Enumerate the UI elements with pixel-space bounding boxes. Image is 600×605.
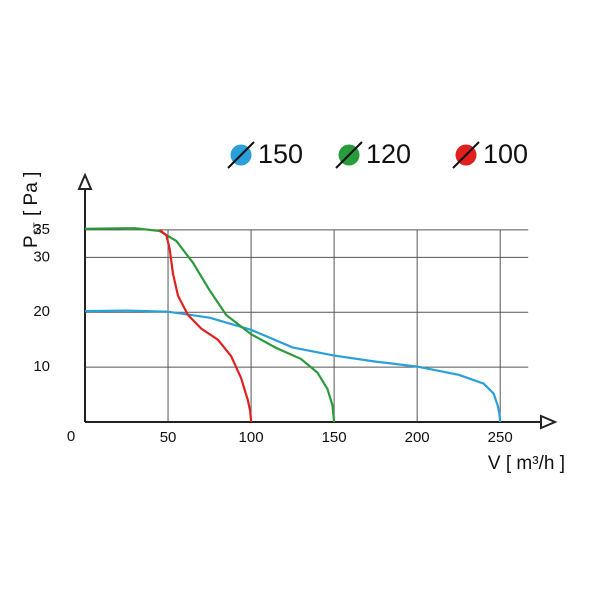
x-tick-label: 150 — [322, 429, 347, 446]
y-axis-arrow — [77, 172, 93, 190]
y-tick-label: 20 — [33, 303, 50, 320]
x-axis-arrow — [540, 414, 558, 430]
legend-label: 100 — [483, 139, 528, 169]
y-label-symbol: P — [21, 235, 42, 248]
y-label-unit: [ Pa ] — [21, 172, 42, 216]
x-axis-label: V [ m³/h ] — [488, 453, 565, 474]
legend-label: 120 — [366, 139, 411, 169]
curve — [159, 229, 253, 423]
y-label-subscript: ST — [33, 222, 44, 235]
legend-slash — [335, 141, 363, 169]
y-tick-label: 35 — [33, 221, 50, 238]
x-tick-label: 200 — [405, 429, 430, 446]
x-tick-label: 250 — [488, 429, 513, 446]
y-tick-label: 10 — [33, 358, 50, 375]
x-tick-label: 0 — [67, 428, 75, 445]
x-tick-label: 50 — [160, 429, 177, 446]
x-tick-label: 100 — [239, 429, 264, 446]
legend-slash — [227, 141, 255, 169]
legend-item: 150 — [227, 139, 303, 169]
legend-item: 120 — [335, 139, 411, 169]
y-axis-label: P ST [ Pa ] — [21, 172, 44, 248]
legend-item: 100 — [452, 139, 528, 169]
curve — [84, 309, 502, 423]
legend-label: 150 — [258, 139, 303, 169]
y-tick-label: 30 — [33, 248, 50, 265]
legend-slash — [452, 141, 480, 169]
